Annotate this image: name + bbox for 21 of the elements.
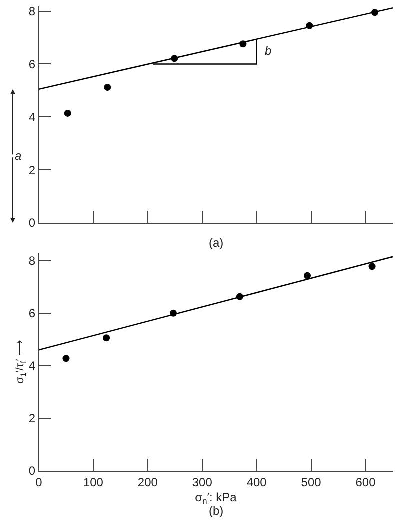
x-tick-label: 200 <box>138 476 158 490</box>
annotation: b <box>265 44 272 58</box>
x-tick-label: 300 <box>192 476 213 490</box>
x-tick-label: 600 <box>356 476 376 490</box>
text: (b) <box>209 504 224 518</box>
x-tick-label: 500 <box>301 476 322 490</box>
y-tick-label: 6 <box>28 306 36 321</box>
y-tick-label: 4 <box>28 359 36 374</box>
text: a <box>15 149 22 163</box>
text: (a) <box>209 236 224 250</box>
y-tick-label: 8 <box>28 254 36 268</box>
y-tick-label: 6 <box>28 57 36 72</box>
y-tick-label: 0 <box>28 464 36 478</box>
y-tick-label: 4 <box>28 110 36 124</box>
x-axis-title: σ$_{n}$′: kPa <box>195 490 238 506</box>
y-tick-label: 2 <box>28 412 36 426</box>
x-tick-label: 400 <box>246 476 268 490</box>
y-tick-label: 8 <box>28 4 36 18</box>
x-tick-label: 100 <box>83 476 104 490</box>
y-tick-label: 2 <box>28 163 36 178</box>
y-tick-label: 0 <box>28 216 36 230</box>
